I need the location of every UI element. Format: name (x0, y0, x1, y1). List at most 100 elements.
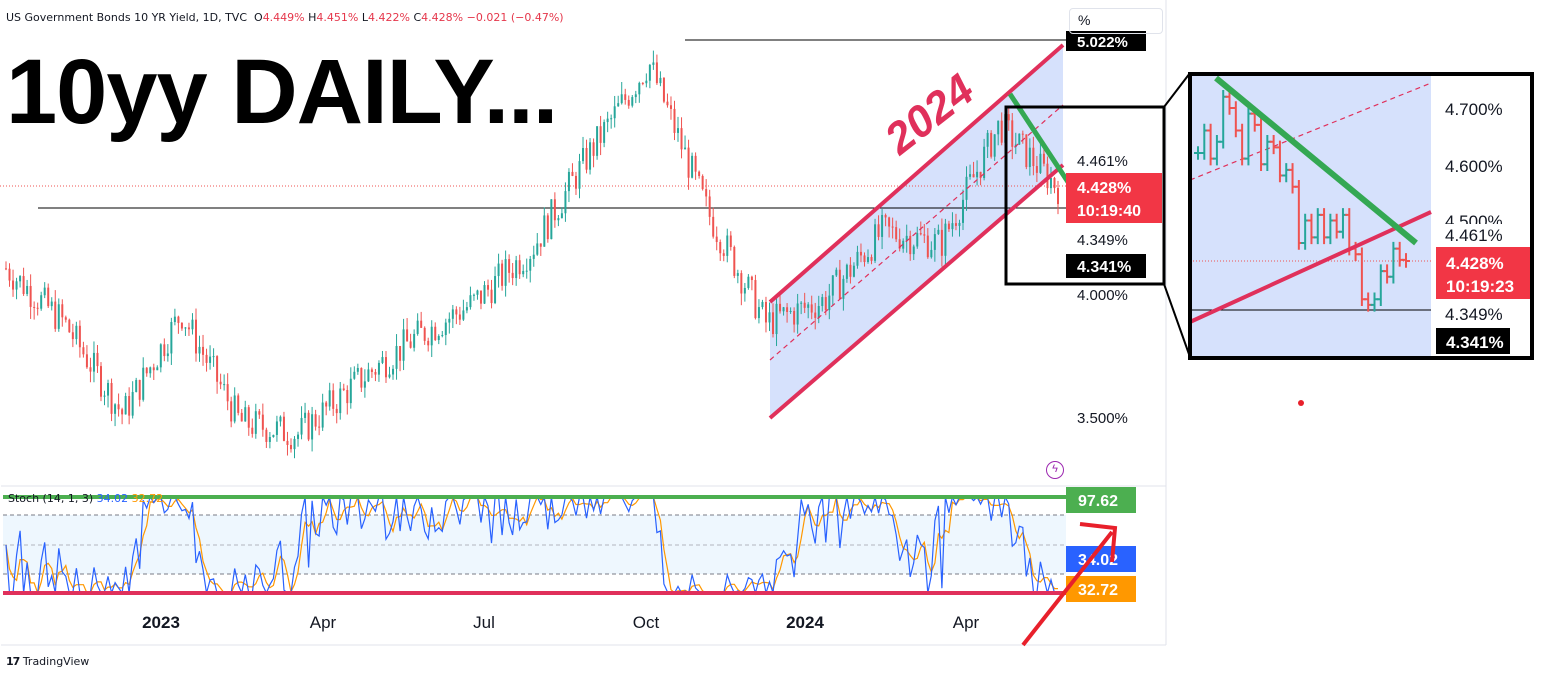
tradingview-text: TradingView (22, 655, 90, 668)
candle-body (539, 243, 542, 247)
candle-body (666, 101, 669, 106)
inset-badge-current (1436, 247, 1530, 299)
candle-body (729, 235, 732, 248)
candle-body (265, 429, 268, 442)
candle-body (381, 357, 384, 363)
candle-body (388, 374, 391, 378)
candle-body (807, 304, 810, 308)
candle-body (923, 234, 926, 236)
candle-body (750, 276, 753, 281)
candle-body (451, 309, 454, 319)
candle-body (282, 416, 285, 441)
overlay-title: 10yy DAILY... (6, 41, 558, 143)
candle-body (198, 346, 201, 354)
candle-body (68, 319, 71, 333)
channel-lower-line (768, 163, 1065, 420)
candle-body (969, 174, 972, 177)
stoch-legend[interactable]: Stoch (14, 1, 3) 34.02 32.72 (8, 492, 163, 505)
candle-body (286, 440, 289, 445)
candle-body (909, 235, 912, 255)
symbol-header[interactable]: US Government Bonds 10 YR Yield, 1D, TVC… (6, 11, 564, 24)
candle-body (1028, 147, 1031, 168)
candle-body (708, 196, 711, 217)
candle-body (458, 314, 461, 320)
inset-channel-lower (1189, 210, 1432, 324)
candle-body (522, 270, 525, 275)
candle-body (289, 444, 292, 450)
candle-body (638, 82, 641, 95)
symbol-name[interactable]: US Government Bonds 10 YR Yield, 1D, TVC (6, 11, 248, 24)
candle-body (96, 352, 99, 367)
candle-body (557, 218, 560, 221)
candle-body (610, 118, 613, 120)
candle-body (673, 108, 676, 133)
candle-body (5, 268, 7, 270)
channel-fill (770, 45, 1063, 418)
candle-body (1007, 114, 1010, 121)
time-label-2023: 2023 (142, 613, 180, 632)
candle-body (395, 345, 398, 369)
zoom-rect (1004, 105, 1166, 286)
candle-body (986, 132, 989, 147)
candle-body (574, 175, 577, 189)
candle-body (641, 82, 644, 84)
candle-body (954, 223, 957, 226)
low-label: L (361, 11, 369, 24)
candle-body (258, 411, 261, 415)
stoch-k-legend: 34.02 (96, 492, 129, 505)
tradingview-logo[interactable]: 17 TradingView (6, 655, 89, 668)
close-label: C (413, 11, 422, 24)
candle-body (715, 236, 718, 243)
candle-body (209, 356, 212, 363)
candle-body (743, 287, 746, 294)
badge-d-text: 32.72 (1078, 582, 1118, 599)
candle-body (979, 171, 982, 179)
candle-body (606, 118, 609, 123)
candle-body (216, 356, 219, 382)
candle-body (363, 381, 366, 388)
candle-body (592, 142, 595, 156)
candle-body (515, 260, 518, 279)
candle-body (131, 391, 134, 416)
candle-body (54, 301, 57, 329)
candle-body (863, 255, 866, 263)
candle-body (1057, 188, 1059, 205)
candle-body (205, 354, 208, 363)
candle-body (912, 246, 915, 255)
candle-body (145, 367, 148, 374)
candle-body (747, 276, 750, 288)
candle-body (529, 258, 532, 271)
badge-timer-text: 10:19:40 (1077, 203, 1141, 220)
candle-body (652, 62, 655, 65)
zoom-inset: 4.700% 4.600% 4.500% 4.461% 4.349% 4.428… (1188, 72, 1534, 360)
candle-body (662, 77, 665, 102)
candle-body (564, 191, 567, 214)
candles-group (5, 50, 1059, 459)
candle-body (962, 199, 965, 223)
inset-tick-4700: 4.700% (1445, 100, 1503, 119)
candle-body (578, 161, 581, 189)
candle-body (599, 126, 602, 143)
candle-body (19, 276, 22, 282)
stray-dot (1298, 400, 1304, 406)
candle-body (613, 106, 616, 119)
stoch-d-legend: 32.72 (131, 492, 164, 505)
candle-body (247, 407, 250, 428)
candle-body (719, 242, 722, 254)
close-value: 4.428% (421, 11, 464, 24)
percent-scale-button[interactable]: % (1069, 8, 1163, 34)
candle-body (905, 235, 908, 241)
candle-body (346, 389, 349, 404)
candle-body (194, 319, 197, 354)
candle-body (356, 367, 359, 372)
candle-body (589, 142, 592, 170)
lightning-icon[interactable]: ϟ (1046, 461, 1064, 479)
candle-body (1000, 120, 1003, 143)
candle-body (684, 147, 687, 150)
inset-badge-low (1436, 328, 1510, 354)
candle-body (1021, 133, 1024, 135)
candle-body (409, 341, 412, 348)
candle-body (1039, 153, 1042, 173)
candle-body (518, 260, 521, 275)
